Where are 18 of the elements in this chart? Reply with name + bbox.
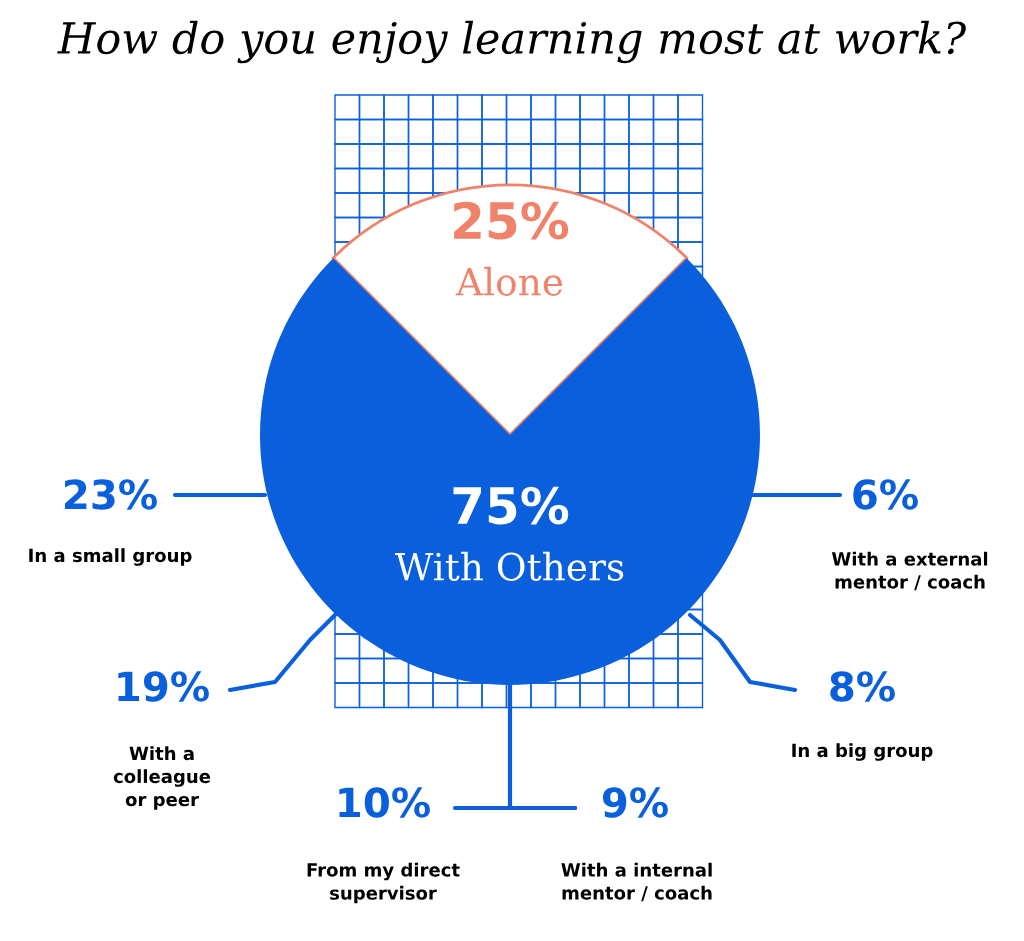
text: With a internal mentor / coach xyxy=(561,862,712,902)
data-label: 25% xyxy=(454,201,569,240)
slice-label: Alone xyxy=(455,266,563,296)
text: With a external mentor / coach xyxy=(831,551,988,591)
text: 23% xyxy=(64,479,157,510)
text: 8% xyxy=(830,671,895,702)
text: In a small group xyxy=(29,548,192,566)
text: With a colleague or peer xyxy=(113,746,211,810)
slice-label: With Others xyxy=(395,551,624,581)
text: From my direct supervisor xyxy=(307,862,460,904)
text: 19% xyxy=(118,671,209,702)
text: 10% xyxy=(339,787,430,818)
text: In a big group xyxy=(792,743,933,761)
text: 9% xyxy=(602,787,668,818)
pie-slice xyxy=(331,183,689,437)
data-label: 75% xyxy=(453,486,569,525)
text: 6% xyxy=(853,479,918,510)
chart-title: How do you enjoy learning most at work? xyxy=(57,20,966,64)
